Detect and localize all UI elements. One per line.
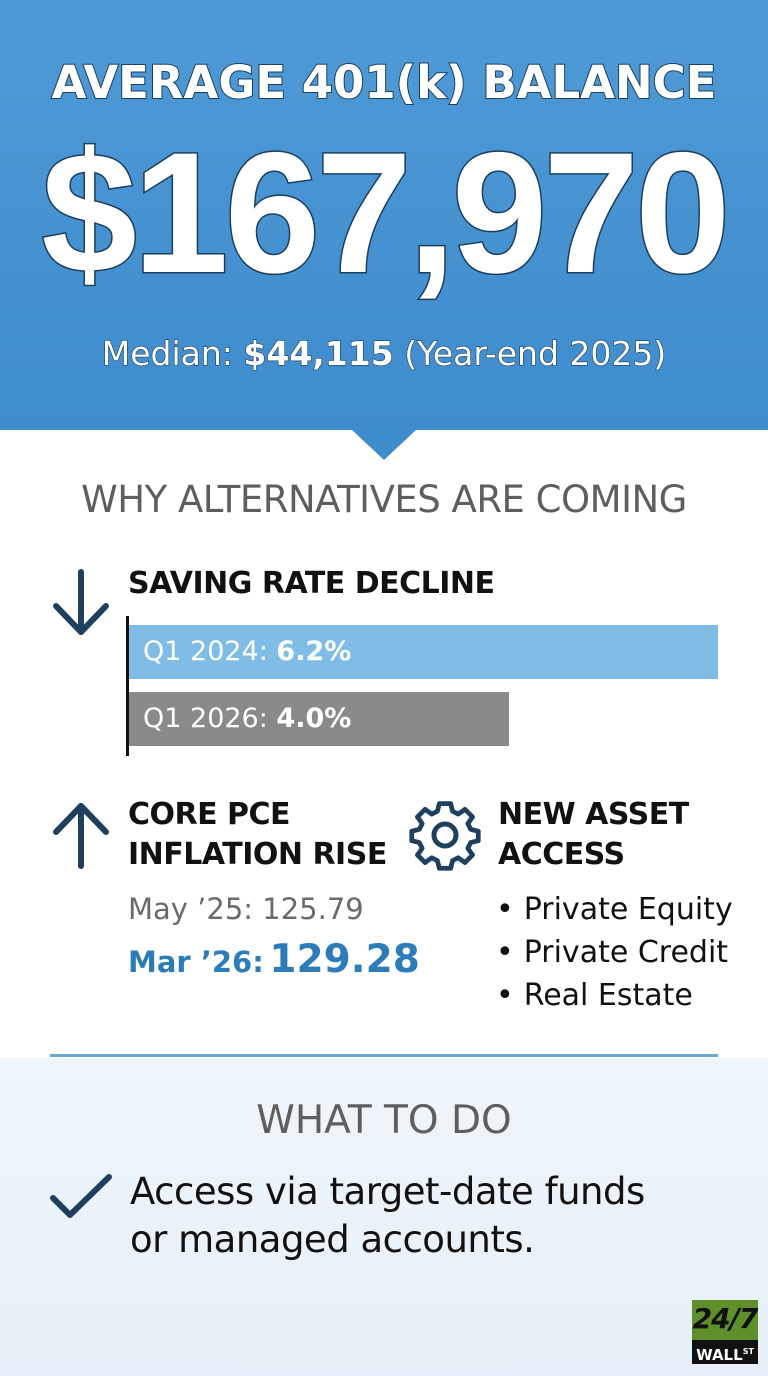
median-balance-line: Median: $44,115 (Year-end 2025) [0, 333, 768, 373]
asset-list: Private Equity Private Credit Real Estat… [496, 888, 733, 1017]
asset-list-item: Private Equity [496, 888, 733, 931]
hero-banner: AVERAGE 401(k) BALANCE $167,970 Median: … [0, 0, 768, 430]
checkmark-icon [50, 1174, 112, 1218]
median-label: Median: [101, 333, 233, 373]
advice-line-2: or managed accounts. [130, 1218, 535, 1261]
median-value: $44,115 [243, 333, 395, 373]
new-asset-access-heading: NEW ASSET ACCESS [498, 795, 689, 875]
saving-rate-bar-q1-2024: Q1 2024: 6.2% [129, 625, 718, 679]
bar-label: Q1 2024: [143, 636, 268, 667]
section-divider [50, 1054, 718, 1057]
bar-label: Q1 2026: [143, 703, 268, 734]
what-to-do-panel [0, 1058, 768, 1376]
247-wall-st-logo: 24/7 WALLST [692, 1300, 758, 1364]
advice-line-1: Access via target-date funds [130, 1170, 645, 1213]
asset-list-item: Private Credit [496, 931, 733, 974]
section-title-what-to-do: WHAT TO DO [256, 1098, 512, 1143]
pce-current-label: Mar ’26: [128, 945, 264, 979]
core-pce-heading-line1: CORE PCE [128, 797, 291, 832]
asset-list-item: Real Estate [496, 974, 733, 1017]
logo-text-247: 24/7 [692, 1302, 758, 1335]
logo-text-wall-st: WALLST [692, 1340, 758, 1364]
pce-current-value: 129.28 [269, 937, 420, 982]
hero-title: AVERAGE 401(k) BALANCE [51, 55, 718, 110]
arrow-down-icon [53, 569, 109, 635]
hero-pointer-notch [352, 430, 416, 460]
core-pce-heading: CORE PCE INFLATION RISE [128, 795, 387, 875]
pce-previous-value: May ’25: 125.79 [128, 892, 364, 926]
pce-current-value-line: Mar ’26: 129.28 [128, 937, 420, 982]
gear-icon [409, 801, 481, 871]
bar-chart-axis [126, 616, 129, 756]
section-title-why: WHY ALTERNATIVES ARE COMING [81, 478, 687, 521]
new-asset-heading-line2: ACCESS [498, 837, 625, 872]
bar-value: 6.2% [276, 636, 352, 667]
median-note: (Year-end 2025) [404, 333, 667, 373]
saving-rate-heading: SAVING RATE DECLINE [128, 566, 495, 601]
bar-value: 4.0% [276, 703, 352, 734]
arrow-up-icon [53, 803, 109, 869]
average-balance-amount: $167,970 [40, 117, 732, 310]
core-pce-heading-line2: INFLATION RISE [128, 837, 387, 872]
new-asset-heading-line1: NEW ASSET [498, 797, 689, 832]
saving-rate-bar-q1-2026: Q1 2026: 4.0% [129, 692, 509, 746]
what-to-do-advice: Access via target-date funds or managed … [130, 1168, 730, 1264]
